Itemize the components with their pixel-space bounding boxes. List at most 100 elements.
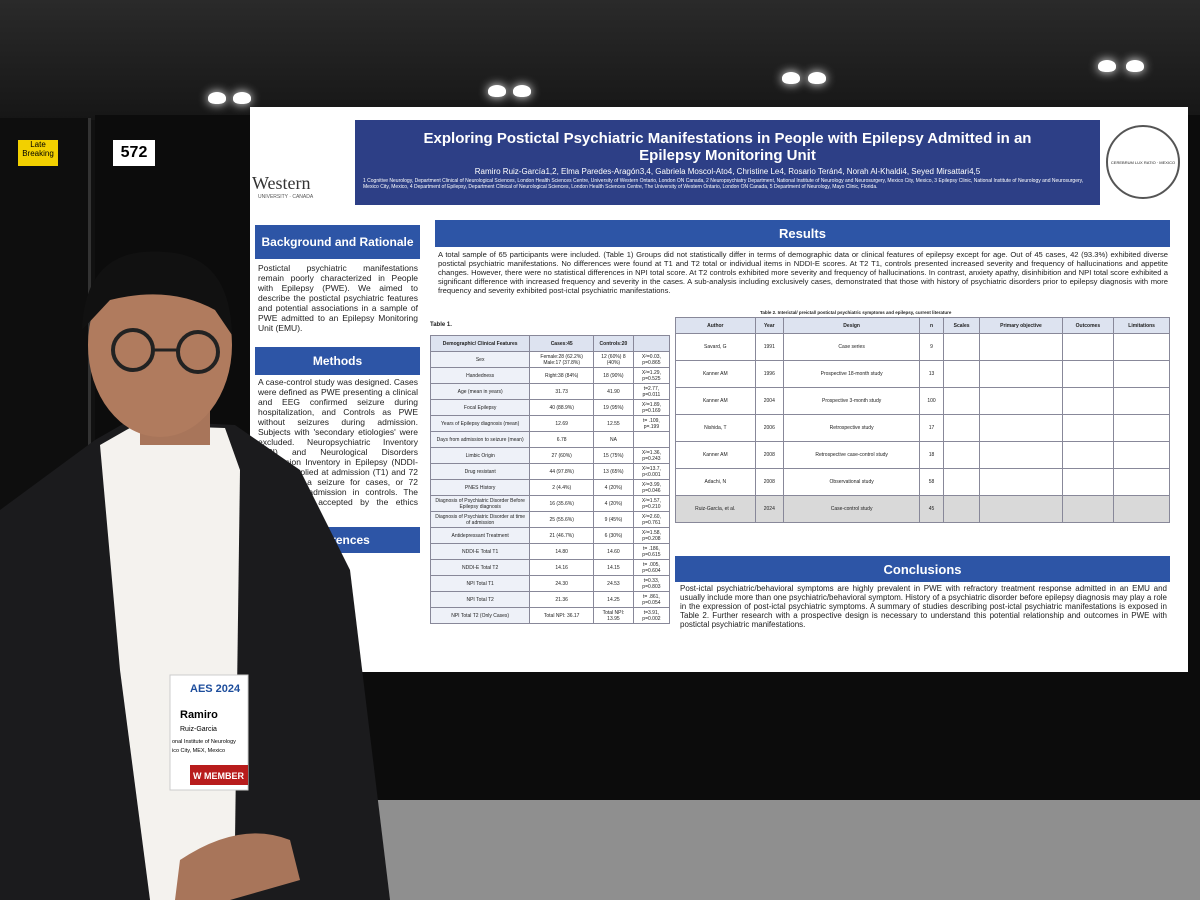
section-heading: Background and Rationale bbox=[255, 225, 420, 259]
table-cell: 2008 bbox=[754, 441, 784, 469]
table-cell: 2008 bbox=[754, 468, 784, 496]
table-cell: X²=1.89, p=0.169 bbox=[632, 399, 671, 416]
table-row: Sex Female:28 (62.2%) Male:17 (37.8%) 12 (… bbox=[429, 351, 671, 368]
table-cell: NDDI-E Total T1 bbox=[429, 543, 531, 560]
table-cell: 25 (55.6%) bbox=[529, 511, 595, 528]
table-cell: Adachi, N bbox=[675, 468, 756, 496]
poster-title: Exploring Postictal Psychiatric Manifest… bbox=[423, 130, 1032, 164]
table-cell: Limbic Origin bbox=[429, 447, 531, 464]
table-cell bbox=[1113, 414, 1170, 442]
table-cell: Demographic/ Clinical Features bbox=[429, 335, 531, 352]
table-cell bbox=[942, 414, 981, 442]
table-cell: Case series bbox=[782, 333, 921, 361]
table-cell: NA bbox=[593, 431, 634, 448]
title-banner: Exploring Postictal Psychiatric Manifest… bbox=[355, 120, 1100, 205]
table-cell bbox=[979, 387, 1063, 415]
table-cell bbox=[632, 335, 671, 352]
hand bbox=[175, 833, 300, 900]
table-cell: 18 bbox=[919, 441, 944, 469]
badge-name: Ruiz-Garcia bbox=[180, 726, 217, 733]
table-cell: 21 (46.7%) bbox=[529, 527, 595, 544]
table-cell: 12 (60%) 8 (40%) bbox=[593, 351, 634, 368]
table-cell: Kanner AM bbox=[675, 360, 756, 388]
table-row: Savard, G 1991 Case series 9 bbox=[675, 333, 1170, 361]
table-cell: Total NPI: 13.95 bbox=[593, 607, 634, 624]
logo: Western bbox=[252, 173, 311, 193]
table-row: PNES History 2 (4.4%) 4 (20%) X²=3.99, p=0.… bbox=[429, 479, 671, 496]
table-cell bbox=[979, 468, 1063, 496]
table-cell bbox=[979, 360, 1063, 388]
table-cell: t=0.33, p=0.803 bbox=[632, 575, 671, 592]
table-cell: X²=1.58, p=0.208 bbox=[632, 527, 671, 544]
lamp bbox=[1126, 60, 1144, 72]
table-cell: t= .109, p=.199 bbox=[632, 415, 671, 432]
table-cell: X²=1.57, p=0.210 bbox=[632, 495, 671, 512]
section-text: Post-ictal psychiatric/behavioral sympto… bbox=[680, 584, 1167, 629]
lamp bbox=[808, 72, 826, 84]
table-cell: 6 (30%) bbox=[593, 527, 634, 544]
table-cell: NPI Total T2 (Only Cases) bbox=[429, 607, 531, 624]
lamp bbox=[782, 72, 800, 84]
table-row: Author Year Design n Scales Primary objective… bbox=[675, 317, 1170, 334]
table-cell: 19 (95%) bbox=[593, 399, 634, 416]
table-cell: Right:38 (84%) bbox=[529, 367, 595, 384]
table-cell: Kanner AM bbox=[675, 441, 756, 469]
table-row: Demographic/ Clinical Features Cases:45 Co… bbox=[429, 335, 671, 352]
table-cell: Controls:20 bbox=[593, 335, 634, 352]
table-cell: Years of Epilepsy diagnosis (mean) bbox=[429, 415, 531, 432]
table-cell: Observational study bbox=[782, 468, 921, 496]
table-cell: 2006 bbox=[754, 414, 784, 442]
presenter: AES 2024 Ramiro Ruiz-Garcia onal Institu… bbox=[0, 251, 390, 900]
table-cell: Focal Epilepsy bbox=[429, 399, 531, 416]
table-cell bbox=[1113, 360, 1170, 388]
table-row: NDDI-E Total T1 14.80 14.60 t= .186, p=0.61… bbox=[429, 543, 671, 560]
lamp bbox=[488, 85, 506, 97]
table-cell: 9 (45%) bbox=[593, 511, 634, 528]
table-row: NDDI-E Total T2 14.16 14.15 t= .005, p=0.60… bbox=[429, 559, 671, 576]
table-row: Drug resistant 44 (97.8%) 13 (65%) X²=13.7,… bbox=[429, 463, 671, 480]
table: Author Year Design n Scales Primary objective… bbox=[675, 317, 1170, 523]
table-cell: NPI Total T2 bbox=[429, 591, 531, 608]
table-cell bbox=[1061, 387, 1115, 415]
table-cell: Scales bbox=[942, 317, 981, 334]
table-cell bbox=[942, 387, 981, 415]
table-cell: Female:28 (62.2%) Male:17 (37.8%) bbox=[529, 351, 595, 368]
table-cell: Limitations bbox=[1113, 317, 1170, 334]
table-cell bbox=[1061, 468, 1115, 496]
table-cell: 14.60 bbox=[593, 543, 634, 560]
table-cell: Days from admission to seizure (mean) bbox=[429, 431, 531, 448]
table-row: Ruiz-García, et al. 2024 Case-control stud… bbox=[675, 495, 1170, 523]
table-cell: Primary objective bbox=[979, 317, 1063, 334]
table-cell: 40 (88.9%) bbox=[529, 399, 595, 416]
table-row: Handedness Right:38 (84%) 18 (90%) X²=1.29,… bbox=[429, 367, 671, 384]
table-cell bbox=[979, 414, 1063, 442]
table-cell: X²=2.60, p=0.761 bbox=[632, 511, 671, 528]
table-row: Kanner AM 1996 Prospective 18-month study 1… bbox=[675, 360, 1170, 388]
lamp bbox=[208, 92, 226, 104]
table-cell bbox=[1113, 387, 1170, 415]
table-row: Focal Epilepsy 40 (88.9%) 19 (95%) X²=1.89,… bbox=[429, 399, 671, 416]
table-row: Nishida, T 2006 Retrospective study 17 bbox=[675, 414, 1170, 442]
table-cell: 44 (97.8%) bbox=[529, 463, 595, 480]
table-cell bbox=[1113, 441, 1170, 469]
table-cell: t=2.77, p=0.011 bbox=[632, 383, 671, 400]
table-cell: Cases:45 bbox=[529, 335, 595, 352]
table-cell bbox=[1113, 468, 1170, 496]
table-cell: t= .005, p=0.604 bbox=[632, 559, 671, 576]
table-cell: n bbox=[919, 317, 944, 334]
table-cell: 17 bbox=[919, 414, 944, 442]
badge-ribbon bbox=[190, 765, 248, 785]
table-cell: Outcomes bbox=[1061, 317, 1115, 334]
table-cell: t= .186, p=0.615 bbox=[632, 543, 671, 560]
badge-event: AES 2024 bbox=[190, 683, 241, 695]
table-cell: 16 (35.6%) bbox=[529, 495, 595, 512]
section-heading: Results bbox=[435, 220, 1170, 247]
badge-name: Ramiro bbox=[180, 709, 218, 721]
table-cell: Drug resistant bbox=[429, 463, 531, 480]
table-cell bbox=[1061, 360, 1115, 388]
table-cell bbox=[942, 333, 981, 361]
section-text: A total sample of 65 participants were i… bbox=[438, 250, 1168, 295]
table-row: Kanner AM 2008 Retrospective case-control … bbox=[675, 441, 1170, 469]
hair bbox=[82, 251, 232, 335]
